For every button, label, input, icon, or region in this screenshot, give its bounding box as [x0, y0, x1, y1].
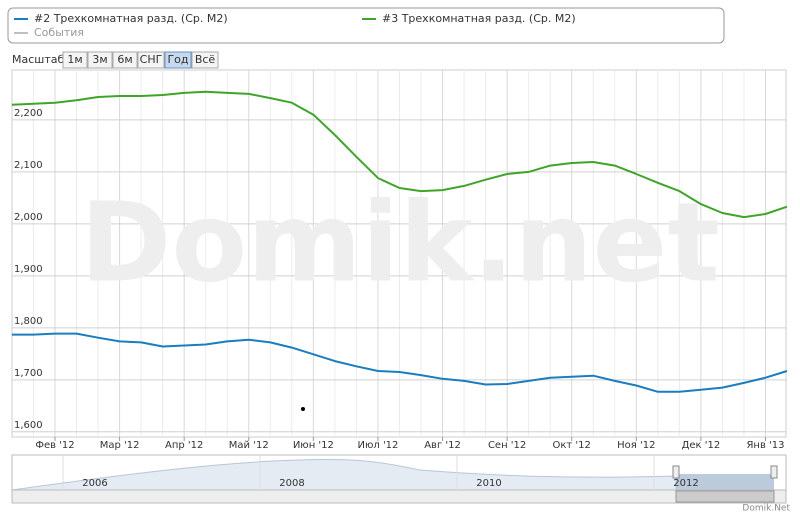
x-tick-label: Мар '12 — [100, 440, 140, 451]
navigator-handle[interactable] — [770, 465, 778, 479]
navigator-label: 2008 — [279, 478, 304, 489]
y-tick-label: 1,900 — [14, 264, 43, 275]
navigator-label: 2012 — [673, 478, 698, 489]
series-line — [11, 90, 788, 219]
navigator-window[interactable] — [676, 474, 774, 490]
watermark: Domik.net — [80, 178, 720, 306]
legend-label: #2 Трехкомнатная разд. (Ср. М2) — [34, 12, 228, 25]
legend-label: События — [34, 26, 84, 39]
legend-label: #3 Трехкомнатная разд. (Ср. М2) — [382, 12, 576, 25]
y-tick-label: 1,700 — [14, 368, 43, 379]
range-button-label: Год — [167, 53, 188, 66]
range-button-label: Всё — [195, 53, 216, 66]
grid — [12, 70, 786, 437]
navigator-area — [11, 458, 677, 491]
y-tick-label: 2,200 — [14, 108, 43, 119]
x-tick-label: Дек '12 — [682, 440, 721, 451]
range-button-bg — [62, 51, 88, 69]
range-button-label: 1м — [67, 53, 82, 66]
x-tick-label: Авг '12 — [424, 440, 461, 451]
event-marker — [301, 407, 305, 411]
x-tick-label: Июл '12 — [357, 440, 398, 451]
credit: Domik.Net — [742, 504, 790, 514]
scrollbar[interactable] — [11, 489, 787, 504]
x-tick-label: Ноя '12 — [617, 440, 655, 451]
y-tick-label: 1,600 — [14, 420, 43, 431]
x-tick-label: Апр '12 — [165, 440, 203, 451]
range-button[interactable]: 3м — [87, 51, 113, 69]
navigator-label: 2006 — [82, 478, 107, 489]
range-button[interactable]: Всё — [191, 51, 219, 69]
range-button-label: 3м — [92, 53, 107, 66]
x-tick-label: Сен '12 — [488, 440, 526, 451]
x-tick-label: Янв '13 — [746, 440, 784, 451]
x-tick-label: Июн '12 — [293, 440, 334, 451]
y-tick-label: 1,800 — [14, 316, 43, 327]
range-button-bg — [191, 51, 219, 69]
range-button-bg — [87, 51, 113, 69]
range-button[interactable]: 1м — [62, 51, 88, 69]
scrollbar-thumb[interactable] — [675, 490, 775, 503]
range-button-bg — [112, 51, 138, 69]
y-tick-label: 2,100 — [14, 160, 43, 171]
y-tick-label: 2,000 — [14, 212, 43, 223]
x-tick-label: Май '12 — [229, 440, 269, 451]
range-button-label: СНГ — [140, 53, 163, 66]
legend-box — [7, 7, 725, 44]
navigator-handle[interactable] — [672, 465, 680, 479]
range-button[interactable]: СНГ — [137, 51, 165, 69]
range-button-bg — [164, 51, 192, 69]
range-button[interactable]: 6м — [112, 51, 138, 69]
navigator-label: 2010 — [476, 478, 501, 489]
x-tick-label: Окт '12 — [553, 440, 591, 451]
range-button-label: 6м — [117, 53, 132, 66]
x-tick-label: Фев '12 — [35, 440, 74, 451]
range-button[interactable]: Год — [164, 51, 192, 69]
range-button-bg — [137, 51, 165, 69]
range-label: Масштаб — [12, 53, 64, 66]
series-line — [11, 332, 788, 393]
